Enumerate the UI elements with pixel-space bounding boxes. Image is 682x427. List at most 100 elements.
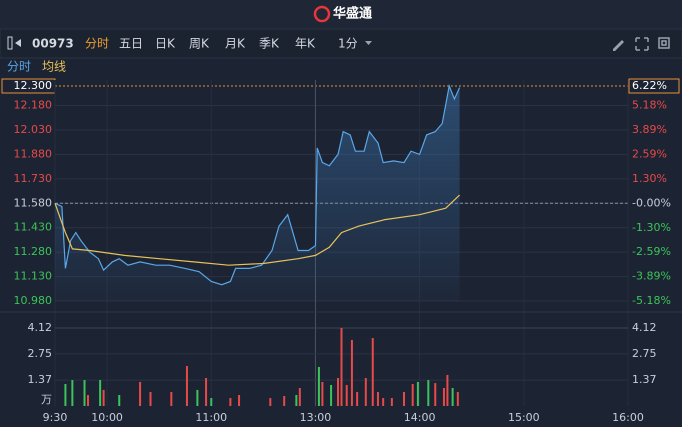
y2-tick-label: 6.22% [632, 79, 667, 92]
y2-tick-label: -0.00% [632, 196, 671, 209]
y-tick-label: 10.980 [14, 294, 53, 307]
x-tick-label: 16:00 [612, 411, 644, 424]
y2-tick-label: -2.59% [632, 245, 671, 258]
y-tick-label: 12.300 [14, 79, 53, 92]
volume-bar [371, 338, 374, 406]
volume-bar [411, 384, 414, 406]
series-line [54, 194, 461, 266]
volume-bar [427, 380, 430, 406]
volume-bar [356, 391, 359, 406]
sidebar-arrow[interactable] [15, 39, 21, 47]
volume-bar [283, 395, 286, 406]
volume-bar [442, 388, 445, 406]
expand-icon[interactable] [635, 37, 649, 51]
period-tab[interactable]: 月K [225, 37, 246, 51]
volume-bar [196, 389, 199, 406]
x-tick-label: 14:00 [404, 411, 436, 424]
volume-bar [330, 384, 333, 406]
volume-bar [364, 377, 367, 406]
logo-text: 华盛通 [333, 6, 372, 22]
x-tick-label: 11:00 [195, 411, 227, 424]
percent-label-box [628, 78, 680, 94]
y2-tick-label: 3.89% [632, 123, 667, 136]
y-tick-label: 12.030 [14, 123, 53, 136]
volume-bar [350, 339, 353, 406]
y2-tick-label: -1.30% [632, 221, 671, 234]
legend-entry[interactable]: 分时 [7, 60, 31, 74]
volume-bar [170, 391, 173, 406]
volume-bar [382, 398, 385, 406]
y-tick-label: 2.75 [28, 347, 53, 360]
volume-bar [451, 388, 454, 406]
y-tick-label: 11.130 [14, 270, 53, 283]
volume-unit: 万 [41, 393, 52, 406]
volume-bar [229, 398, 232, 406]
volume-bar [238, 395, 241, 406]
volume-bar [340, 328, 343, 406]
volume-bar [337, 377, 340, 406]
y2-tick-label: 1.37 [632, 373, 657, 386]
volume-bar [205, 377, 208, 406]
y-tick-label: 12.180 [14, 99, 53, 112]
volume-bar [403, 391, 406, 406]
volume-bar [298, 388, 301, 406]
y2-tick-label: -3.89% [632, 270, 671, 283]
volume-bar [86, 395, 89, 406]
volume-bar [83, 380, 86, 406]
volume-bar [434, 383, 437, 406]
volume-bar [118, 395, 121, 406]
y2-tick-label: 1.30% [632, 172, 667, 185]
y2-tick-label: 2.59% [632, 147, 667, 160]
settings-icon[interactable] [658, 37, 670, 49]
period-tab[interactable]: 年K [295, 37, 316, 51]
sidebar-toggle[interactable] [7, 36, 13, 50]
y2-tick-label: 5.18% [632, 99, 667, 112]
y2-tick-label: 2.75 [632, 347, 657, 360]
volume-bar [149, 391, 152, 406]
volume-bar [317, 367, 320, 406]
y-tick-label: 11.880 [14, 147, 53, 160]
interval-select[interactable]: 1分 [338, 37, 358, 51]
period-tab[interactable]: 周K [189, 37, 210, 51]
volume-bar [64, 384, 67, 406]
y-tick-label: 11.280 [14, 245, 53, 258]
draw-icon[interactable] [613, 40, 624, 51]
volume-bar [321, 381, 324, 406]
volume-bar [99, 380, 102, 406]
volume-bar [345, 384, 348, 406]
logo-icon [313, 5, 331, 23]
volume-bar [456, 391, 459, 406]
volume-bar [376, 391, 379, 406]
y-tick-label: 1.37 [28, 373, 53, 386]
dropdown-arrow[interactable] [365, 41, 372, 45]
volume-bar [295, 395, 298, 406]
period-tab[interactable]: 五日 [119, 37, 143, 51]
volume-bar [416, 381, 419, 406]
x-tick-label: 15:00 [508, 411, 540, 424]
legend-entry[interactable]: 均线 [42, 60, 66, 74]
volume-bar [185, 366, 188, 406]
period-tab[interactable]: 分时 [85, 37, 109, 51]
series-line [54, 83, 461, 286]
y-tick-label: 4.12 [28, 321, 53, 334]
y-tick-label: 11.580 [14, 196, 53, 209]
y2-tick-label: 4.12 [632, 321, 657, 334]
toolbar [0, 28, 682, 59]
volume-bar [390, 398, 393, 406]
volume-bar [71, 380, 74, 406]
period-tab[interactable]: 季K [259, 37, 280, 51]
title-bar [0, 0, 682, 28]
y-tick-label: 11.430 [14, 221, 53, 234]
volume-bar [210, 398, 213, 406]
period-tab[interactable]: 日K [155, 37, 176, 51]
volume-bar [139, 381, 142, 406]
price-area [55, 86, 460, 301]
volume-bar [446, 374, 449, 406]
x-tick-label: 9:30 [43, 411, 68, 424]
y2-tick-label: -5.18% [632, 294, 671, 307]
x-tick-label: 10:00 [91, 411, 123, 424]
y-tick-label: 11.730 [14, 172, 53, 185]
x-tick-label: 13:00 [300, 411, 332, 424]
